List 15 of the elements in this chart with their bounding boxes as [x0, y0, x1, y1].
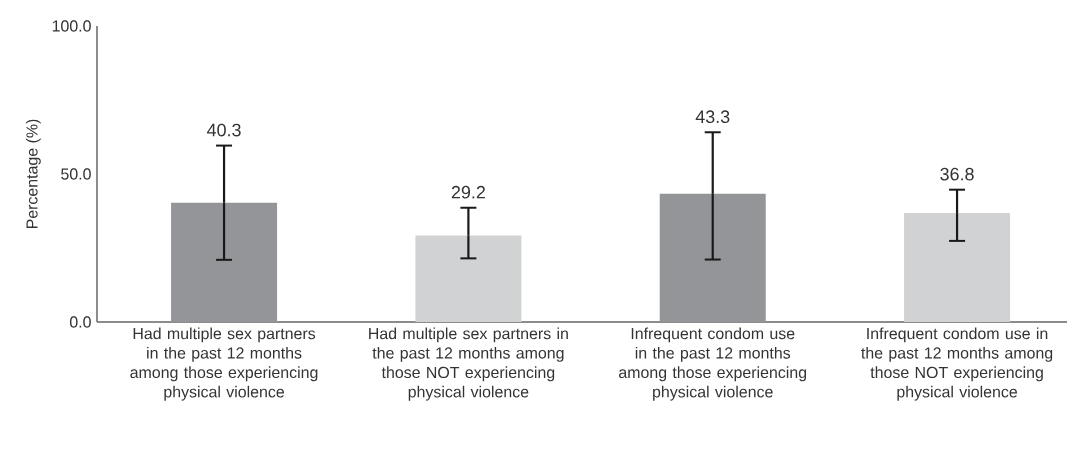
- x-tick-label: Had multiple sex partners in the past 12 months among those NOT experiencing physical violence: [369, 327, 568, 401]
- y-tick-label: 100.0: [52, 20, 91, 32]
- annotation: 40.3: [207, 123, 241, 137]
- y-tick-label: 50.0: [61, 168, 91, 180]
- data-label: 36.8: [940, 167, 974, 181]
- x-tick-label: Infrequent condom use in the past 12 months among those NOT experiencing physical violence: [861, 327, 1053, 401]
- y-tick-label: 0.0: [69, 316, 91, 328]
- x-tick-label: Had multiple sex partners in the past 12 months among those experiencing physical violence: [130, 327, 318, 401]
- bar: [171, 202, 278, 322]
- bar: [904, 213, 1011, 322]
- y-axis-title: Percentage (%): [25, 119, 41, 229]
- x-tick-label: Infrequent condom use in the past 12 months among those experiencing physical violence: [619, 327, 807, 401]
- bar: [415, 235, 522, 322]
- annotation: 43.3: [695, 110, 730, 124]
- data-label: 29.2: [451, 185, 485, 199]
